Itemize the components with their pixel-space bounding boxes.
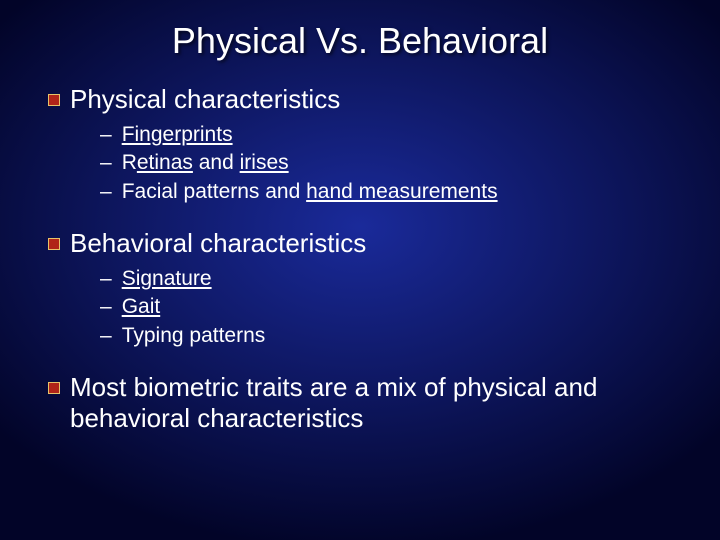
slide-title: Physical Vs. Behavioral [48, 20, 672, 62]
dash-bullet-icon: – [100, 178, 112, 206]
list-item: –Signature [100, 265, 672, 293]
section: Behavioral characteristics [48, 228, 672, 259]
list-item-text: Facial patterns and hand measurements [122, 178, 498, 206]
dash-bullet-icon: – [100, 149, 112, 177]
dash-bullet-icon: – [100, 322, 112, 350]
dash-bullet-icon: – [100, 293, 112, 321]
slide-body: Physical characteristics–Fingerprints–Re… [48, 84, 672, 434]
sublist: –Fingerprints–Retinas and irises–Facial … [100, 121, 672, 206]
sublist: –Signature–Gait–Typing patterns [100, 265, 672, 350]
square-bullet-icon [48, 238, 60, 250]
dash-bullet-icon: – [100, 265, 112, 293]
list-item-text: Retinas and irises [122, 149, 289, 177]
list-item: –Retinas and irises [100, 149, 672, 177]
section-label: Most biometric traits are a mix of physi… [70, 372, 672, 434]
list-item-text: Gait [122, 293, 161, 321]
slide: Physical Vs. Behavioral Physical charact… [0, 0, 720, 540]
section-label: Behavioral characteristics [70, 228, 366, 259]
section: Physical characteristics [48, 84, 672, 115]
list-item-text: Typing patterns [122, 322, 266, 350]
square-bullet-icon [48, 382, 60, 394]
list-item: –Gait [100, 293, 672, 321]
dash-bullet-icon: – [100, 121, 112, 149]
list-item-text: Fingerprints [122, 121, 233, 149]
section: Most biometric traits are a mix of physi… [48, 372, 672, 434]
square-bullet-icon [48, 94, 60, 106]
list-item: –Facial patterns and hand measurements [100, 178, 672, 206]
list-item-text: Signature [122, 265, 212, 293]
list-item: –Typing patterns [100, 322, 672, 350]
list-item: –Fingerprints [100, 121, 672, 149]
section-label: Physical characteristics [70, 84, 340, 115]
